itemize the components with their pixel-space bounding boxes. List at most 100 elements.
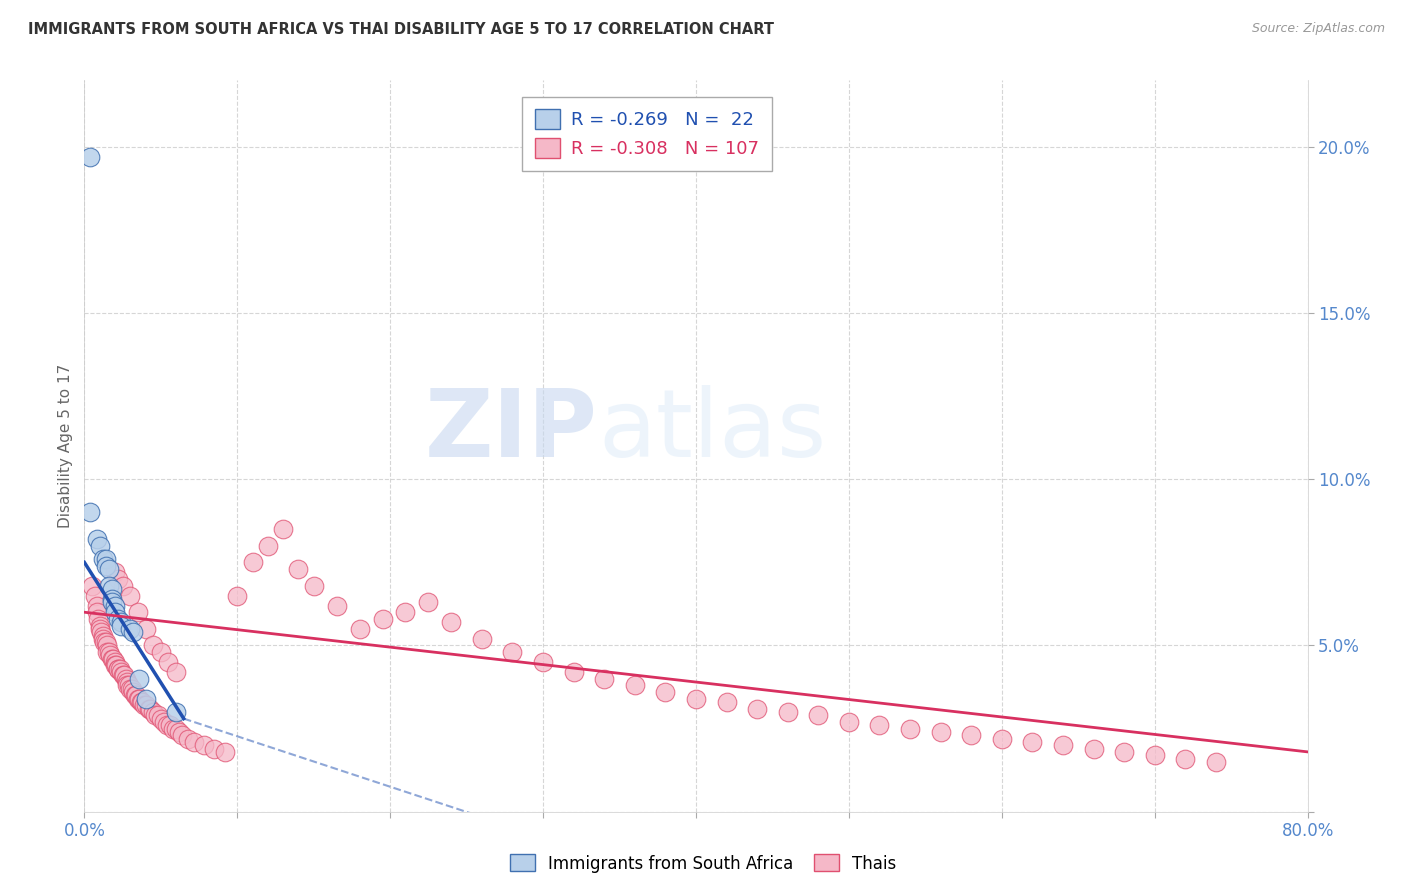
Point xyxy=(214,745,236,759)
Point xyxy=(97,562,120,576)
Point xyxy=(531,655,554,669)
Point xyxy=(325,599,347,613)
Point xyxy=(120,681,142,696)
Point xyxy=(97,645,120,659)
Point xyxy=(91,552,114,566)
Point xyxy=(149,712,172,726)
Point xyxy=(79,506,101,520)
Point xyxy=(110,665,132,679)
Point xyxy=(1205,755,1227,769)
Point xyxy=(172,728,194,742)
Point xyxy=(84,589,107,603)
Point xyxy=(96,639,118,653)
Point xyxy=(124,689,146,703)
Point xyxy=(898,722,921,736)
Point xyxy=(107,572,129,586)
Legend: R = -0.269   N =  22, R = -0.308   N = 107: R = -0.269 N = 22, R = -0.308 N = 107 xyxy=(523,96,772,170)
Point xyxy=(807,708,830,723)
Point xyxy=(94,558,117,573)
Point xyxy=(257,539,280,553)
Point xyxy=(165,705,187,719)
Point xyxy=(101,652,124,666)
Point xyxy=(271,522,294,536)
Point xyxy=(79,150,101,164)
Point xyxy=(101,582,124,596)
Point xyxy=(91,628,114,642)
Point xyxy=(349,622,371,636)
Point xyxy=(80,579,103,593)
Point xyxy=(104,599,127,613)
Point xyxy=(98,648,121,663)
Point xyxy=(127,691,149,706)
Point xyxy=(1114,745,1136,759)
Point xyxy=(1052,738,1074,752)
Point xyxy=(139,701,162,715)
Point xyxy=(440,615,463,630)
Text: Source: ZipAtlas.com: Source: ZipAtlas.com xyxy=(1251,22,1385,36)
Point xyxy=(157,655,180,669)
Point xyxy=(776,705,799,719)
Point xyxy=(101,591,124,606)
Point xyxy=(131,695,153,709)
Point xyxy=(118,678,141,692)
Point xyxy=(107,662,129,676)
Point xyxy=(91,632,114,646)
Point xyxy=(562,665,585,679)
Point xyxy=(107,612,129,626)
Point xyxy=(114,672,136,686)
Point xyxy=(104,605,127,619)
Point xyxy=(110,618,132,632)
Point xyxy=(135,698,157,713)
Point xyxy=(86,605,108,619)
Point xyxy=(1021,735,1043,749)
Point xyxy=(104,566,127,580)
Point xyxy=(86,599,108,613)
Point xyxy=(122,625,145,640)
Point xyxy=(111,579,134,593)
Point xyxy=(167,725,190,739)
Point xyxy=(127,605,149,619)
Point xyxy=(132,698,155,713)
Point xyxy=(1083,741,1105,756)
Point xyxy=(89,539,111,553)
Point xyxy=(242,555,264,569)
Point xyxy=(418,595,440,609)
Point xyxy=(110,615,132,630)
Point xyxy=(502,645,524,659)
Point xyxy=(654,685,676,699)
Point xyxy=(1174,751,1197,765)
Point xyxy=(193,738,215,752)
Point xyxy=(960,728,983,742)
Point xyxy=(121,681,143,696)
Point xyxy=(302,579,325,593)
Point xyxy=(142,639,165,653)
Point xyxy=(104,658,127,673)
Point xyxy=(120,622,142,636)
Point xyxy=(128,691,150,706)
Point xyxy=(138,701,160,715)
Point xyxy=(165,665,187,679)
Point xyxy=(120,589,142,603)
Point xyxy=(143,708,166,723)
Point xyxy=(90,625,112,640)
Point xyxy=(929,725,952,739)
Point xyxy=(991,731,1014,746)
Point xyxy=(747,701,769,715)
Point xyxy=(162,722,184,736)
Point xyxy=(156,718,179,732)
Point xyxy=(122,685,145,699)
Point xyxy=(89,622,111,636)
Point xyxy=(97,579,120,593)
Point xyxy=(93,635,115,649)
Point xyxy=(226,589,249,603)
Point xyxy=(108,662,131,676)
Point xyxy=(159,718,181,732)
Point xyxy=(111,668,134,682)
Text: atlas: atlas xyxy=(598,385,827,477)
Point xyxy=(183,735,205,749)
Point xyxy=(149,645,172,659)
Point xyxy=(96,645,118,659)
Text: ZIP: ZIP xyxy=(425,385,598,477)
Point xyxy=(394,605,416,619)
Point xyxy=(177,731,200,746)
